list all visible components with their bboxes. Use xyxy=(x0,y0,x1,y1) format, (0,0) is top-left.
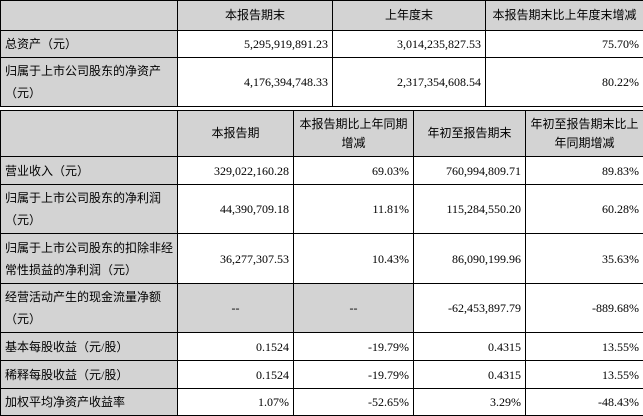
value-cell: 0.1524 xyxy=(178,361,294,389)
value-cell: -19.79% xyxy=(294,361,414,389)
balance-corner-cell xyxy=(1,1,178,31)
row-label-diluted-eps: 稀释每股收益（元/股） xyxy=(1,361,178,389)
row-label-net-profit-excl-nonrecurring: 归属于上市公司股东的扣除非经常性损益的净利润（元） xyxy=(1,234,178,284)
value-cell: -52.65% xyxy=(294,389,414,416)
value-cell: 13.55% xyxy=(526,361,643,389)
row-label-operating-cash-flow: 经营活动产生的现金流量净额（元） xyxy=(1,284,178,333)
table-row: 加权平均净资产收益率 1.07% -52.65% 3.29% -48.43% xyxy=(1,389,643,416)
value-cell: 89.83% xyxy=(526,157,643,185)
value-cell-dash: -- xyxy=(294,284,414,333)
value-cell: 13.55% xyxy=(526,333,643,361)
value-cell: 5,295,919,891.23 xyxy=(178,31,333,58)
value-cell: 36,277,307.53 xyxy=(178,234,294,284)
row-label-total-assets: 总资产（元） xyxy=(1,31,178,58)
value-cell: 0.4315 xyxy=(414,333,526,361)
value-cell: 4,176,394,748.33 xyxy=(178,58,333,107)
table-row: 总资产（元） 5,295,919,891.23 3,014,235,827.53… xyxy=(1,31,643,58)
income-header-row: 本报告期 本报告期比上年同期增减 年初至报告期末 年初至报告期末比上年同期增减 xyxy=(1,111,643,157)
value-cell: -62,453,897.79 xyxy=(414,284,526,333)
value-cell: 11.81% xyxy=(294,185,414,234)
balance-header-change: 本报告期末比上年度末增减 xyxy=(486,1,643,31)
value-cell: 2,317,354,608.54 xyxy=(333,58,486,107)
table-row: 营业收入（元） 329,022,160.28 69.03% 760,994,80… xyxy=(1,157,643,185)
table-row: 基本每股收益（元/股） 0.1524 -19.79% 0.4315 13.55% xyxy=(1,333,643,361)
value-cell: 0.4315 xyxy=(414,361,526,389)
value-cell: -48.43% xyxy=(526,389,643,416)
row-label-basic-eps: 基本每股收益（元/股） xyxy=(1,333,178,361)
table-row: 归属于上市公司股东的扣除非经常性损益的净利润（元） 36,277,307.53 … xyxy=(1,234,643,284)
value-cell: 3.29% xyxy=(414,389,526,416)
row-label-net-assets: 归属于上市公司股东的净资产（元） xyxy=(1,58,178,107)
value-cell: 10.43% xyxy=(294,234,414,284)
value-cell-dash: -- xyxy=(178,284,294,333)
value-cell: 86,090,199.96 xyxy=(414,234,526,284)
table-row: 稀释每股收益（元/股） 0.1524 -19.79% 0.4315 13.55% xyxy=(1,361,643,389)
income-header-current-period-change: 本报告期比上年同期增减 xyxy=(294,111,414,157)
value-cell: 760,994,809.71 xyxy=(414,157,526,185)
value-cell: 60.28% xyxy=(526,185,643,234)
income-header-current-period: 本报告期 xyxy=(178,111,294,157)
value-cell: 44,390,709.18 xyxy=(178,185,294,234)
value-cell: 115,284,550.20 xyxy=(414,185,526,234)
balance-header-prior-year-end: 上年度末 xyxy=(333,1,486,31)
value-cell: 80.22% xyxy=(486,58,643,107)
income-header-year-to-date: 年初至报告期末 xyxy=(414,111,526,157)
value-cell: 0.1524 xyxy=(178,333,294,361)
balance-summary-table: 本报告期末 上年度末 本报告期末比上年度末增减 总资产（元） 5,295,919… xyxy=(0,0,643,107)
value-cell: -19.79% xyxy=(294,333,414,361)
row-label-weighted-avg-roe: 加权平均净资产收益率 xyxy=(1,389,178,416)
value-cell: 69.03% xyxy=(294,157,414,185)
row-label-net-profit: 归属于上市公司股东的净利润（元） xyxy=(1,185,178,234)
balance-header-current-period-end: 本报告期末 xyxy=(178,1,333,31)
balance-header-row: 本报告期末 上年度末 本报告期末比上年度末增减 xyxy=(1,1,643,31)
income-header-year-to-date-change: 年初至报告期末比上年同期增减 xyxy=(526,111,643,157)
value-cell: -889.68% xyxy=(526,284,643,333)
row-label-operating-revenue: 营业收入（元） xyxy=(1,157,178,185)
report-page: { "balance_table": { "headers": { "corne… xyxy=(0,0,643,405)
income-corner-cell xyxy=(1,111,178,157)
income-summary-table: 本报告期 本报告期比上年同期增减 年初至报告期末 年初至报告期末比上年同期增减 … xyxy=(0,110,643,416)
value-cell: 75.70% xyxy=(486,31,643,58)
value-cell: 3,014,235,827.53 xyxy=(333,31,486,58)
value-cell: 1.07% xyxy=(178,389,294,416)
table-row: 归属于上市公司股东的净利润（元） 44,390,709.18 11.81% 11… xyxy=(1,185,643,234)
value-cell: 35.63% xyxy=(526,234,643,284)
table-row: 经营活动产生的现金流量净额（元） -- -- -62,453,897.79 -8… xyxy=(1,284,643,333)
table-row: 归属于上市公司股东的净资产（元） 4,176,394,748.33 2,317,… xyxy=(1,58,643,107)
value-cell: 329,022,160.28 xyxy=(178,157,294,185)
